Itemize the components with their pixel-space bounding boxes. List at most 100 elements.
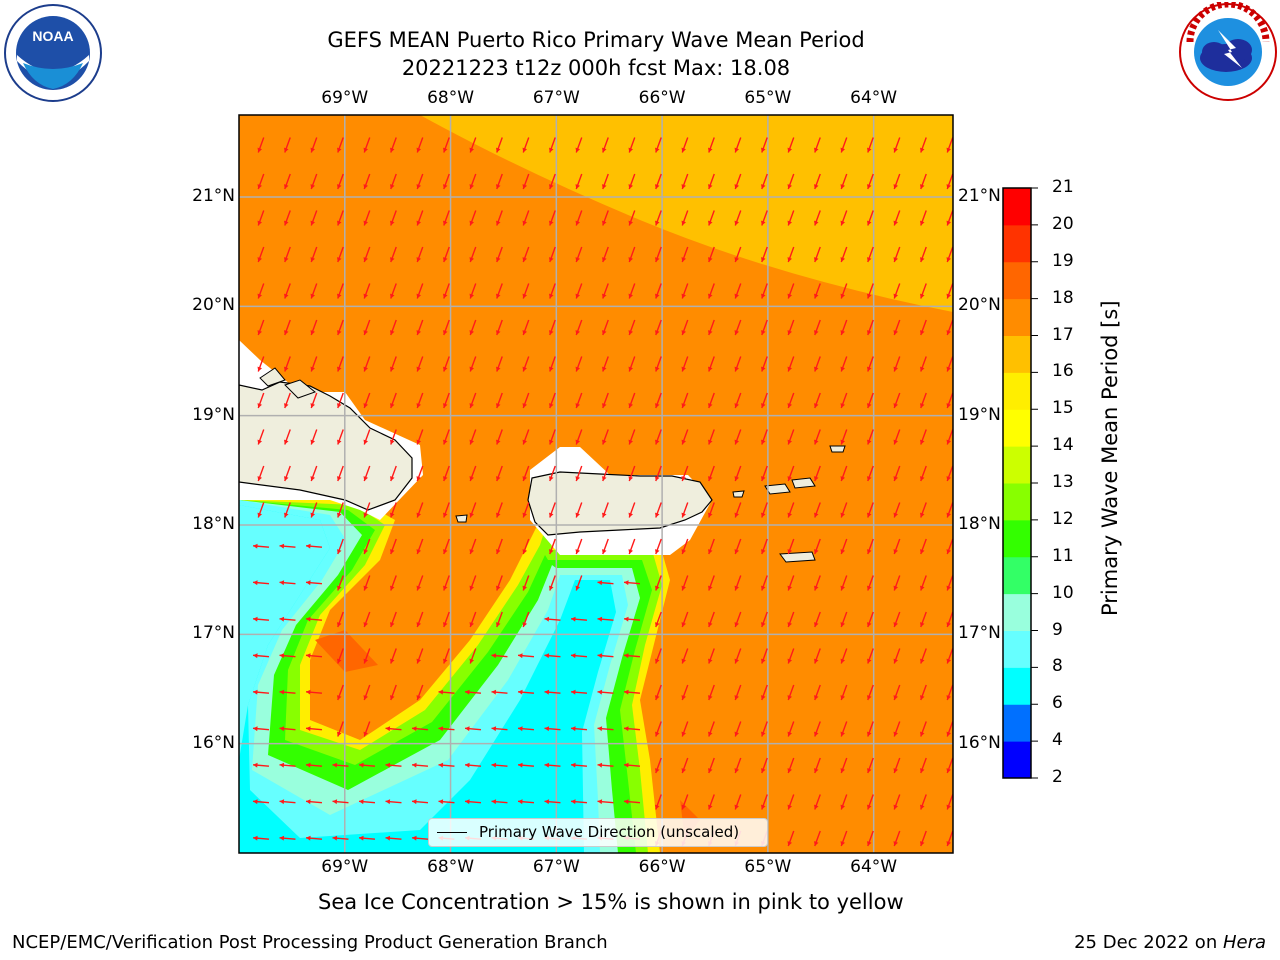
wave-arrow [363,173,371,190]
wave-arrow [602,246,609,263]
colorbar-segment [1003,372,1031,410]
colorbar-segment [1003,446,1031,484]
legend-label: Primary Wave Direction (unscaled) [479,823,740,841]
wave-arrow [893,137,901,153]
wave-arrow [893,465,901,482]
wave-arrow [390,538,397,555]
wave-arrow [416,283,424,299]
wave-arrow [628,210,636,226]
lat-tick-left: 21°N [192,186,235,206]
wave-arrow [920,721,927,737]
wave-arrow [708,794,715,810]
wave-arrow [814,173,821,190]
wave-arrow [390,465,397,482]
wave-arrow [761,611,768,628]
wave-arrow [411,726,429,732]
wave-arrow [840,210,848,226]
wave-arrow [385,799,402,805]
wave-arrow [867,283,874,299]
wave-arrow [814,538,821,555]
wave-arrow [544,726,561,732]
wave-arrow [761,648,768,664]
colorbar [1002,187,1038,779]
lon-tick-top: 66°W [638,88,686,108]
wave-arrow [840,356,848,372]
wave-arrow [840,611,848,628]
wave-arrow [761,721,768,737]
wave-arrow [761,757,768,774]
wave-arrow [469,538,477,555]
wave-arrow [443,173,450,190]
wave-arrow [787,319,795,336]
wave-arrow [814,137,821,153]
wave-arrow [575,319,583,336]
wave-arrow [708,283,715,299]
wave-arrow [734,429,742,445]
wave-arrow [544,762,561,768]
wave-arrow [464,726,482,732]
wave-arrow [602,392,609,409]
wave-arrow [252,543,270,549]
wave-arrow [363,611,371,628]
wave-arrow [867,684,874,701]
wave-arrow [920,246,927,263]
wave-arrow [310,319,318,336]
colorbar-segment [1003,335,1031,373]
wave-arrow [655,137,662,153]
wave-arrow [920,611,927,628]
wave-arrow [893,429,901,445]
wave-arrow [252,726,270,732]
wave-arrow [893,246,901,263]
wave-arrow [920,173,927,190]
wave-arrow [411,762,429,768]
wave-arrow [814,684,821,701]
wave-arrow [284,173,291,190]
wave-arrow [602,465,609,482]
colorbar-segment [1003,667,1031,705]
wave-arrow [390,137,397,153]
wave-arrow [814,794,821,810]
wave-arrow [416,173,424,190]
wave-arrow [358,799,376,805]
wave-arrow [920,538,927,555]
wave-arrow [708,757,715,774]
wave-arrow [814,465,821,482]
wave-arrow [681,648,689,664]
lon-tick-bottom: 69°W [321,857,369,877]
wave-arrow [734,502,742,518]
wave-arrow [787,246,795,263]
wave-arrow [284,465,291,482]
wave-arrow [867,648,874,664]
wave-arrow [575,356,583,372]
wave-arrow [840,538,848,555]
wave-arrow [814,757,821,774]
wave-arrow [946,502,953,518]
wave-arrow [522,173,530,190]
wave-arrow [597,689,614,695]
wave-arrow [522,137,530,153]
wave-arrow [252,653,270,659]
wave-arrow [708,356,715,372]
wave-arrow [544,653,561,659]
wave-arrow [337,429,344,445]
wave-arrow [305,653,323,659]
wave-arrow [761,429,768,445]
wave-arrow [655,392,662,409]
wave-arrow [946,173,953,190]
wave-arrow [681,721,689,737]
wave-arrow [252,799,270,805]
wave-arrow [469,356,477,372]
wave-arrow [363,538,371,555]
wave-arrow [734,283,742,299]
wave-arrow [522,210,530,226]
wave-arrow [602,319,609,336]
wave-arrow [655,684,662,701]
wave-arrow [708,575,715,591]
wave-arrow [549,538,556,555]
colorbar-tick-label: 6 [1052,693,1063,714]
wave-arrow [570,689,588,695]
wave-arrow [443,648,450,664]
wave-arrow [390,173,397,190]
wave-arrow [893,392,901,409]
wave-arrow [920,684,927,701]
